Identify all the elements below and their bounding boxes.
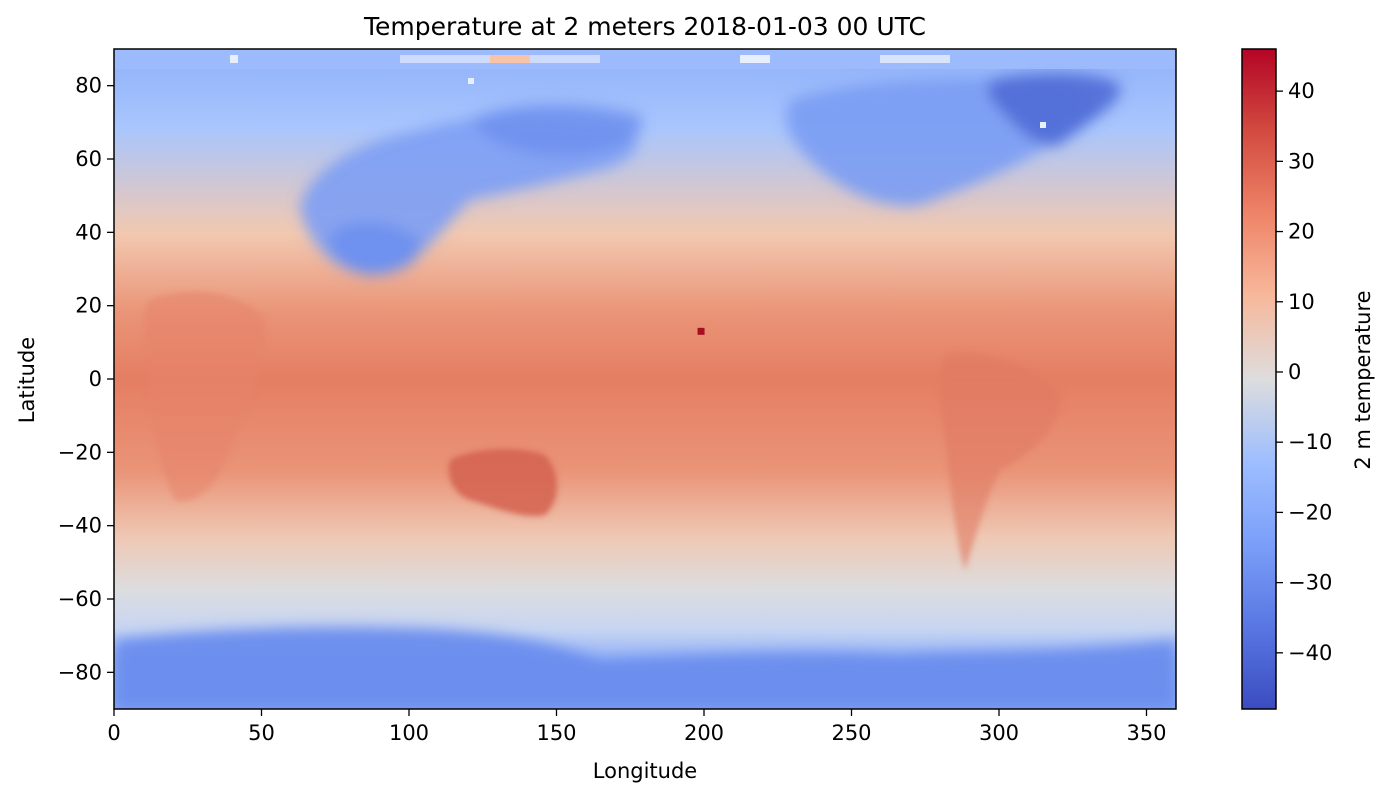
colorbar-tick-label: 10 (1288, 290, 1315, 314)
x-axis: 0 50 100 150 200 250 300 350 (107, 709, 1167, 745)
south-america-warm-region (939, 351, 1061, 570)
x-tick-label: 50 (248, 721, 275, 745)
y-tick-label: −40 (58, 514, 102, 538)
colorbar-ramp (1241, 48, 1277, 710)
colorbar-tick-label: −20 (1288, 500, 1332, 524)
x-tick-label: 200 (684, 721, 724, 745)
y-tick-label: 60 (75, 147, 102, 171)
cold-land-regions (114, 73, 1176, 709)
polar-strip (114, 49, 1176, 128)
y-axis-title: Latitude (15, 337, 39, 423)
y-tick-label: 20 (75, 294, 102, 318)
y-tick-label: −80 (58, 660, 102, 684)
heatmap-field (114, 49, 1176, 709)
greenland-cold-region (988, 73, 1121, 146)
y-tick-label: 40 (75, 220, 102, 244)
colorbar: 40 30 20 10 0 −10 −20 −30 −40 2 m temperature (1241, 48, 1375, 710)
warm-land-regions (144, 291, 1061, 570)
y-tick-label: 0 (89, 367, 102, 391)
y-tick-label: −60 (58, 587, 102, 611)
y-tick-label: −20 (58, 440, 102, 464)
x-tick-label: 250 (831, 721, 871, 745)
colorbar-ticks: 40 30 20 10 0 −10 −20 −30 −40 (1276, 79, 1332, 665)
colorbar-tick-label: −40 (1288, 641, 1332, 665)
x-axis-title: Longitude (593, 759, 697, 783)
chart-title: Temperature at 2 meters 2018-01-03 00 UT… (363, 12, 926, 41)
siberia-cold-region (470, 104, 642, 156)
colorbar-label: 2 m temperature (1351, 290, 1375, 469)
x-tick-label: 0 (107, 721, 120, 745)
x-tick-label: 300 (979, 721, 1019, 745)
y-tick-label: 80 (75, 74, 102, 98)
tibet-cold-region (329, 222, 421, 275)
antarctica-cold-region (114, 627, 1176, 709)
colorbar-tick-label: 20 (1288, 220, 1315, 244)
africa-warm-region (144, 291, 266, 501)
x-tick-label: 100 (389, 721, 429, 745)
australia-warm-region (448, 448, 558, 517)
hotspot-point (697, 327, 705, 335)
colorbar-tick-label: −30 (1288, 571, 1332, 595)
colorbar-tick-label: −10 (1288, 430, 1332, 454)
colorbar-tick-label: 0 (1288, 360, 1301, 384)
colorbar-tick-label: 30 (1288, 149, 1315, 173)
colorbar-tick-label: 40 (1288, 79, 1315, 103)
x-tick-label: 350 (1126, 721, 1166, 745)
x-tick-label: 150 (536, 721, 576, 745)
y-axis: 80 60 40 20 0 −20 −40 −60 −80 (58, 74, 114, 684)
